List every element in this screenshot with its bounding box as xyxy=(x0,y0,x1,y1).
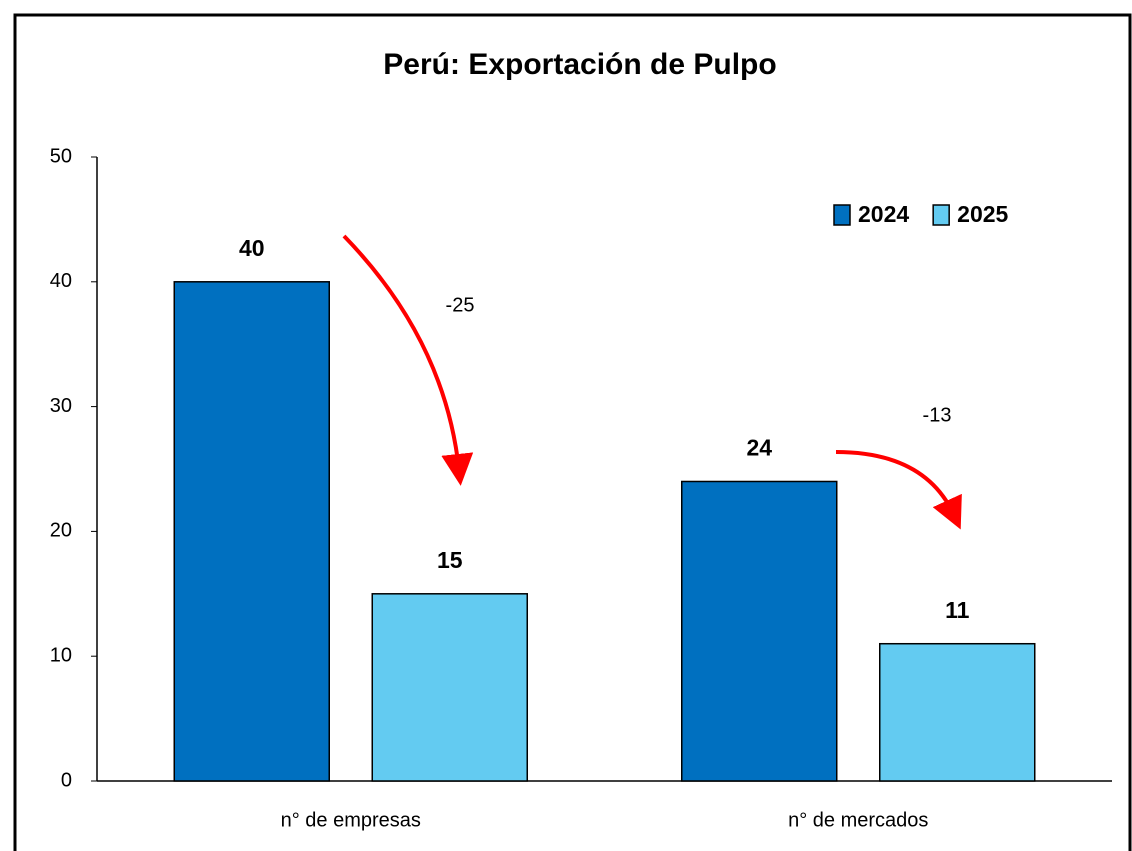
y-tick-label: 30 xyxy=(50,395,72,417)
legend-label: 2025 xyxy=(957,201,1008,227)
y-tick-label: 20 xyxy=(50,520,72,542)
x-tick-label: n° de mercados xyxy=(788,809,928,831)
bar xyxy=(173,281,330,782)
legend-label: 2024 xyxy=(858,201,909,227)
value-label: 40 xyxy=(239,235,265,261)
value-label: 15 xyxy=(437,547,463,573)
value-label: 24 xyxy=(746,435,772,461)
y-tick-label: 50 xyxy=(50,145,72,167)
value-label: 11 xyxy=(945,597,970,623)
bar xyxy=(681,480,838,782)
y-tick-label: 10 xyxy=(50,644,72,666)
chart-title: Perú: Exportación de Pulpo xyxy=(383,48,776,81)
annotation: -13 xyxy=(923,404,952,426)
legend-swatch xyxy=(932,204,950,226)
x-tick-label: n° de empresas xyxy=(281,809,421,831)
bar xyxy=(879,642,1036,782)
arrow xyxy=(342,234,474,486)
legend-swatch xyxy=(833,204,851,226)
annotation: -25 xyxy=(446,294,475,316)
bar xyxy=(371,593,528,782)
chart-border xyxy=(13,13,1132,851)
y-tick-label: 40 xyxy=(50,270,72,292)
y-tick-label: 0 xyxy=(61,769,72,791)
arrow xyxy=(835,450,962,530)
